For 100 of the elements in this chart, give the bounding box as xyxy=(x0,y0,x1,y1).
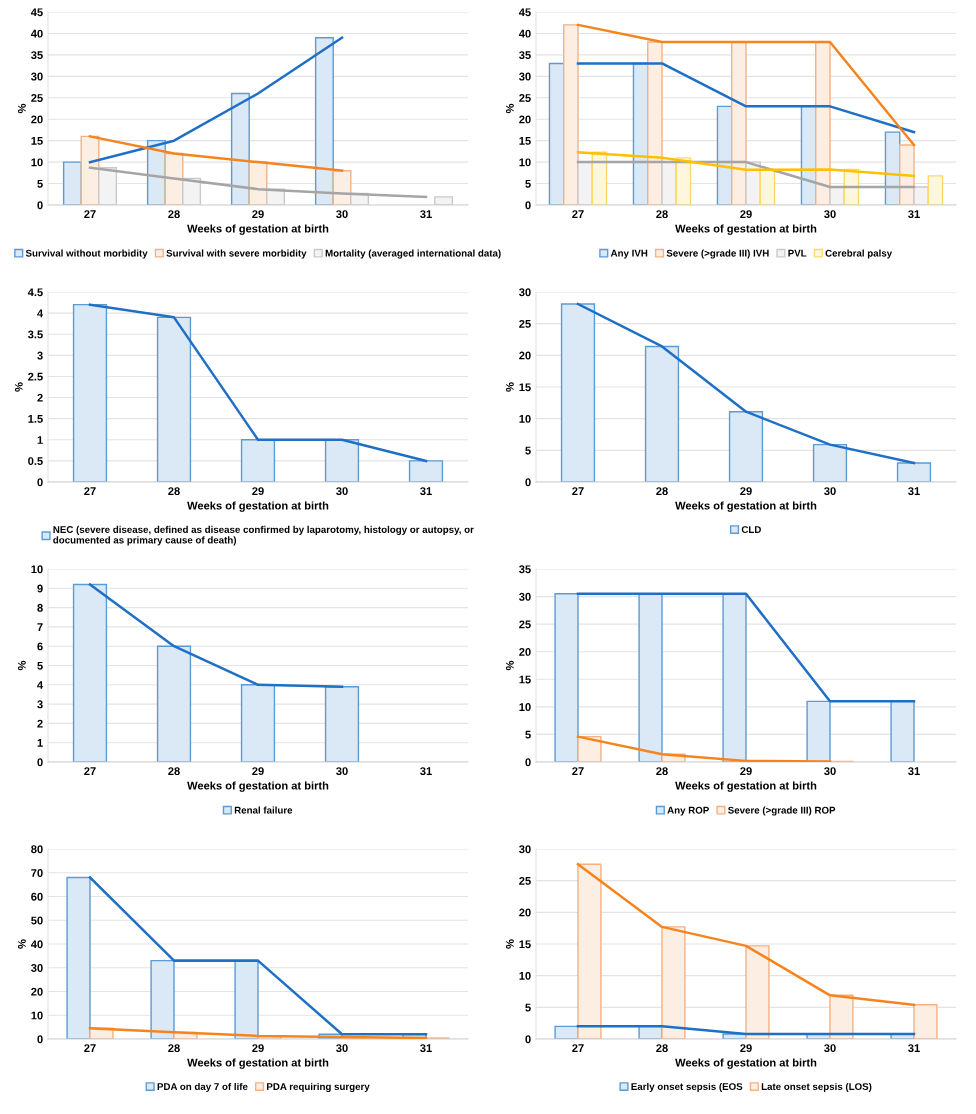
x-tick-label: 28 xyxy=(168,487,180,496)
x-tick-label: 28 xyxy=(168,1044,180,1053)
y-axis-title: % xyxy=(17,660,26,671)
y-tick-label: 25 xyxy=(519,319,531,328)
y-tick-label: 0 xyxy=(525,758,531,767)
legend-label: Any ROP xyxy=(667,806,709,816)
y-tick-label: 40 xyxy=(30,940,43,949)
y-tick-label: 10 xyxy=(519,158,531,167)
y-tick-label: 30 xyxy=(31,72,43,81)
y-tick-label: 70 xyxy=(31,869,43,877)
y-axis-title: % xyxy=(505,939,514,949)
y-tick-label: 2 xyxy=(37,393,43,402)
y-tick-label: 45 xyxy=(30,8,43,17)
y-tick-label: 15 xyxy=(519,940,531,949)
y-tick-label: 3 xyxy=(37,351,43,360)
x-tick-label: 28 xyxy=(656,1044,668,1053)
y-tick-label: 0 xyxy=(525,1035,531,1044)
y-tick-label: 8 xyxy=(37,603,43,612)
x-tick-label: 30 xyxy=(336,767,348,776)
y-axis-title: % xyxy=(505,660,514,671)
y-tick-label: 2.5 xyxy=(28,372,43,381)
y-tick-label: 20 xyxy=(31,987,43,996)
y-tick-label: 0.5 xyxy=(28,457,43,466)
y-axis-title: % xyxy=(17,939,26,949)
y-tick-label: 15 xyxy=(519,137,531,145)
x-axis-title: Weeks of gestation at birth xyxy=(187,224,329,235)
y-tick-label: 25 xyxy=(519,620,531,629)
legend-label: Survival with severe morbidity xyxy=(166,249,307,259)
y-tick-label: 5 xyxy=(525,730,531,739)
y-tick-label: 0 xyxy=(37,758,43,767)
x-tick-label: 31 xyxy=(420,767,432,776)
y-tick-label: 80 xyxy=(31,845,43,854)
legend-label: Severe (>grade III) IVH xyxy=(666,249,769,259)
x-tick-label: 27 xyxy=(572,210,584,218)
x-tick-label: 29 xyxy=(252,210,264,219)
x-axis-title: Weeks of gestation at birth xyxy=(187,501,329,512)
legend-label: Late onset sepsis (LOS) xyxy=(761,1082,872,1092)
y-tick-label: 60 xyxy=(31,892,43,901)
y-tick-label: 35 xyxy=(519,51,531,60)
x-tick-label: 27 xyxy=(572,487,584,495)
x-tick-label: 30 xyxy=(336,210,348,219)
x-tick-label: 31 xyxy=(420,487,432,496)
y-tick-label: 5 xyxy=(525,1003,531,1012)
x-tick-label: 27 xyxy=(572,1044,584,1052)
y-tick-label: 30 xyxy=(519,72,531,81)
legend-label: Mortality (averaged international data) xyxy=(325,249,501,259)
y-tick-label: 35 xyxy=(31,51,43,60)
y-axis-title: % xyxy=(505,103,514,114)
legend-label: PVL xyxy=(788,249,807,257)
y-tick-label: 20 xyxy=(31,115,43,124)
y-tick-label: 5 xyxy=(525,446,531,455)
y-tick-label: 40 xyxy=(30,29,43,38)
y-tick-label: 3.5 xyxy=(27,330,43,339)
x-tick-label: 29 xyxy=(740,210,752,219)
x-axis-title: Weeks of gestation at birth xyxy=(187,1058,329,1069)
y-tick-label: 4 xyxy=(37,309,44,318)
y-tick-label: 20 xyxy=(519,908,531,917)
y-tick-label: 40 xyxy=(518,29,531,38)
legend-label: CLD xyxy=(741,526,761,534)
y-axis-title: % xyxy=(14,382,23,392)
x-tick-label: 28 xyxy=(168,767,180,776)
x-tick-label: 28 xyxy=(168,210,180,219)
y-tick-label: 0 xyxy=(37,1035,43,1044)
x-axis-title: Weeks of gestation at birth xyxy=(675,224,817,235)
x-tick-label: 30 xyxy=(824,1044,836,1053)
x-tick-label: 31 xyxy=(908,210,920,219)
legend-label: Survival without morbidity xyxy=(25,249,148,259)
legend-label: Renal failure xyxy=(234,806,293,814)
legend-label: Any IVH xyxy=(610,249,648,259)
y-tick-label: 10 xyxy=(31,158,43,167)
y-tick-label: 6 xyxy=(37,642,43,651)
y-tick-label: 0 xyxy=(37,478,43,487)
x-tick-label: 29 xyxy=(740,1044,752,1053)
y-tick-label: 25 xyxy=(519,876,531,885)
y-tick-label: 4 xyxy=(37,681,44,689)
y-tick-label: 1.5 xyxy=(28,415,43,423)
y-tick-label: 0 xyxy=(37,201,43,210)
y-tick-label: 5 xyxy=(37,179,43,188)
y-tick-label: 20 xyxy=(519,115,531,124)
x-tick-label: 29 xyxy=(252,767,264,776)
y-tick-label: 1 xyxy=(37,739,43,747)
x-tick-label: 31 xyxy=(908,1044,920,1053)
x-tick-label: 30 xyxy=(336,487,348,496)
y-tick-label: 3 xyxy=(37,700,43,709)
y-tick-label: 25 xyxy=(31,94,43,102)
y-tick-label: 30 xyxy=(519,845,531,854)
legend-label: Cerebral palsy xyxy=(825,249,893,259)
x-tick-label: 30 xyxy=(824,210,836,219)
y-tick-label: 10 xyxy=(31,565,43,574)
x-axis-title: Weeks of gestation at birth xyxy=(675,781,817,792)
y-axis-title: % xyxy=(17,103,26,114)
y-tick-label: 9 xyxy=(37,584,43,593)
x-axis-title: Weeks of gestation at birth xyxy=(675,1058,817,1069)
x-tick-label: 27 xyxy=(84,210,96,218)
y-tick-label: 2 xyxy=(37,719,43,728)
x-tick-label: 28 xyxy=(656,767,668,776)
y-tick-label: 10 xyxy=(519,971,531,980)
y-tick-label: 45 xyxy=(518,8,531,17)
x-tick-label: 27 xyxy=(84,1044,96,1052)
x-tick-label: 31 xyxy=(908,487,920,496)
